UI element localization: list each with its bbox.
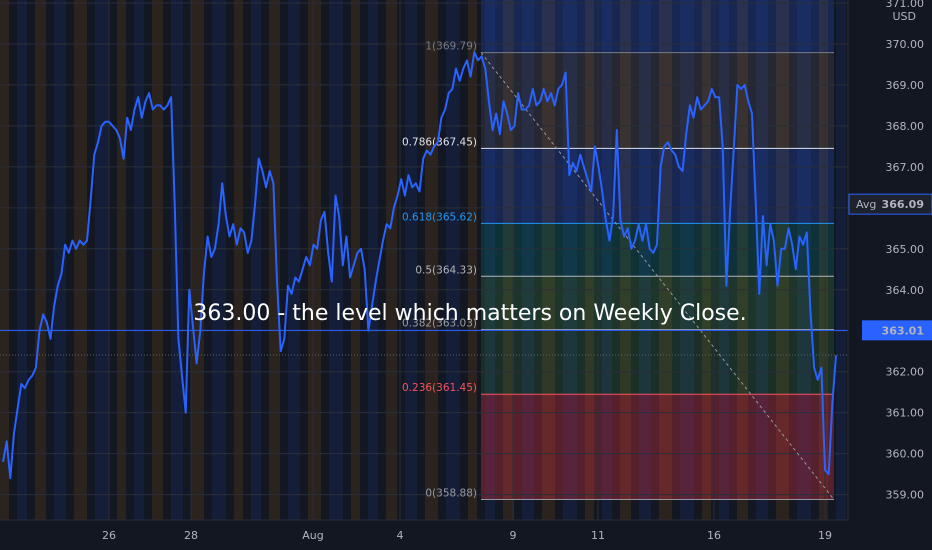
- session-band: [585, 0, 594, 520]
- fib-label: 1(369.79): [425, 41, 477, 53]
- fib-label: 0.5(364.33): [415, 264, 477, 276]
- x-tick-label: 9: [510, 529, 517, 542]
- y-tick-label: 371.00: [886, 0, 925, 10]
- session-band: [485, 0, 495, 520]
- y-tick-label: 370.00: [886, 38, 925, 51]
- fib-label: 0.382(363.03): [402, 318, 477, 330]
- session-band: [134, 0, 144, 520]
- level-badge-value: 363.01: [882, 324, 924, 337]
- session-band: [797, 0, 811, 520]
- price-line: [2, 51, 837, 480]
- session-band: [680, 0, 694, 520]
- fib-zone: [481, 148, 834, 224]
- session-band: [212, 0, 226, 520]
- session-band: [191, 0, 204, 520]
- y-tick-label: 361.00: [886, 407, 925, 420]
- session-band: [405, 0, 417, 520]
- session-band: [234, 0, 243, 520]
- session-band: [737, 0, 748, 520]
- x-tick-label: 16: [707, 529, 721, 542]
- fib-zone: [481, 276, 834, 330]
- session-band: [152, 0, 163, 520]
- x-tick-label: 28: [184, 529, 198, 542]
- y-tick-label: 367.00: [886, 161, 925, 174]
- session-band: [35, 0, 46, 520]
- fib-zone: [481, 394, 834, 500]
- fib-zone: [481, 329, 834, 395]
- session-band: [836, 0, 846, 520]
- fib-top-zone: [481, 0, 834, 53]
- time-axis: 26 28 Aug 4 9 11 16 19: [0, 519, 932, 550]
- session-band: [659, 0, 672, 520]
- price-series: [2, 51, 837, 480]
- avg-badge: [848, 193, 932, 215]
- level-badge: [862, 320, 932, 341]
- y-tick-label: 362.00: [886, 366, 925, 379]
- x-tick-label: 19: [818, 529, 832, 542]
- fib-zone: [481, 52, 834, 149]
- session-band: [468, 0, 477, 520]
- session-bands: [0, 0, 846, 520]
- session-band: [542, 0, 555, 520]
- y-tick-label: 365.00: [886, 243, 925, 256]
- session-band: [756, 0, 768, 520]
- fib-label: 0.236(361.45): [402, 382, 477, 394]
- session-band: [288, 0, 300, 520]
- fib-label: 0.618(365.62): [402, 211, 477, 223]
- session-band: [602, 0, 612, 520]
- session-band: [425, 0, 438, 520]
- session-band: [0, 0, 9, 520]
- y-tick-label: 364.00: [886, 284, 925, 297]
- currency-label: USD: [892, 10, 916, 23]
- x-tick-label: 11: [591, 529, 605, 542]
- session-band: [368, 0, 378, 520]
- x-tick-label: 4: [397, 529, 404, 542]
- y-tick-label: 359.00: [886, 489, 925, 502]
- fib-levels: 1(369.79) 0.786(367.45) 0.618(365.62) 0.5(3…: [402, 41, 835, 501]
- session-band: [503, 0, 514, 520]
- session-band: [702, 0, 711, 520]
- session-band: [95, 0, 109, 520]
- time-axis-bg: [0, 520, 932, 550]
- fib-zones: [481, 0, 834, 500]
- y-tick-label: 360.00: [886, 448, 925, 461]
- session-band: [386, 0, 397, 520]
- x-tick-label: Aug: [302, 529, 323, 542]
- session-band: [17, 0, 27, 520]
- session-band: [251, 0, 261, 520]
- session-band: [269, 0, 280, 520]
- avg-badge-label: Avg: [856, 198, 876, 211]
- session-band: [776, 0, 789, 520]
- session-band: [719, 0, 729, 520]
- fib-trend-line: [480, 52, 835, 500]
- session-band: [74, 0, 87, 520]
- session-band: [308, 0, 321, 520]
- session-band: [522, 0, 534, 520]
- y-tick-label: 369.00: [886, 79, 925, 92]
- fib-label: 0.786(367.45): [402, 136, 477, 148]
- session-band: [117, 0, 126, 520]
- session-band: [563, 0, 577, 520]
- session-band: [329, 0, 343, 520]
- session-band: [819, 0, 828, 520]
- price-axis: 359.00360.00361.00362.00363.00364.00365.…: [847, 0, 932, 520]
- y-tick-label: 368.00: [886, 120, 925, 133]
- session-band: [620, 0, 631, 520]
- annotation-text: 363.00 - the level which matters on Week…: [193, 301, 746, 326]
- session-band: [54, 0, 66, 520]
- fib-label: 0(358.88): [425, 488, 477, 500]
- session-band: [446, 0, 460, 520]
- x-tick-label: 26: [102, 529, 116, 542]
- overlays: 363.00 - the level which matters on Week…: [0, 301, 848, 356]
- avg-badge-value: 366.09: [882, 198, 924, 211]
